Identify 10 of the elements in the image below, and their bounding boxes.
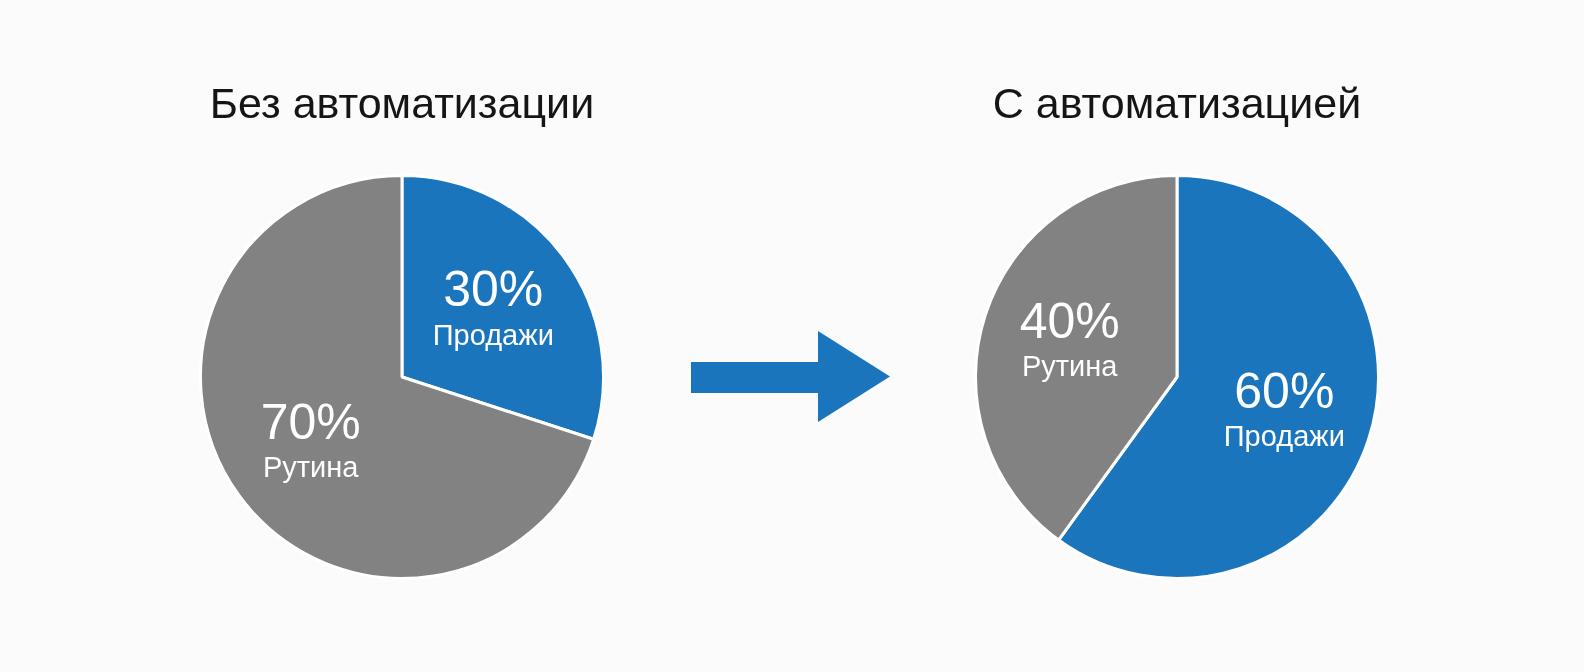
- slice-label: Продажи: [432, 318, 554, 351]
- chart-title: С автоматизацией: [991, 78, 1363, 128]
- data-label: 40%: [1019, 292, 1120, 349]
- data-label: 30%: [443, 261, 544, 318]
- chart-title: Без автоматизации: [208, 78, 596, 128]
- slice-label: Продажи: [1223, 419, 1345, 452]
- data-label: 70%: [260, 394, 361, 451]
- slice-label: Рутина: [1021, 350, 1119, 383]
- data-label: 60%: [1234, 362, 1335, 419]
- slice-label: Рутина: [262, 451, 360, 484]
